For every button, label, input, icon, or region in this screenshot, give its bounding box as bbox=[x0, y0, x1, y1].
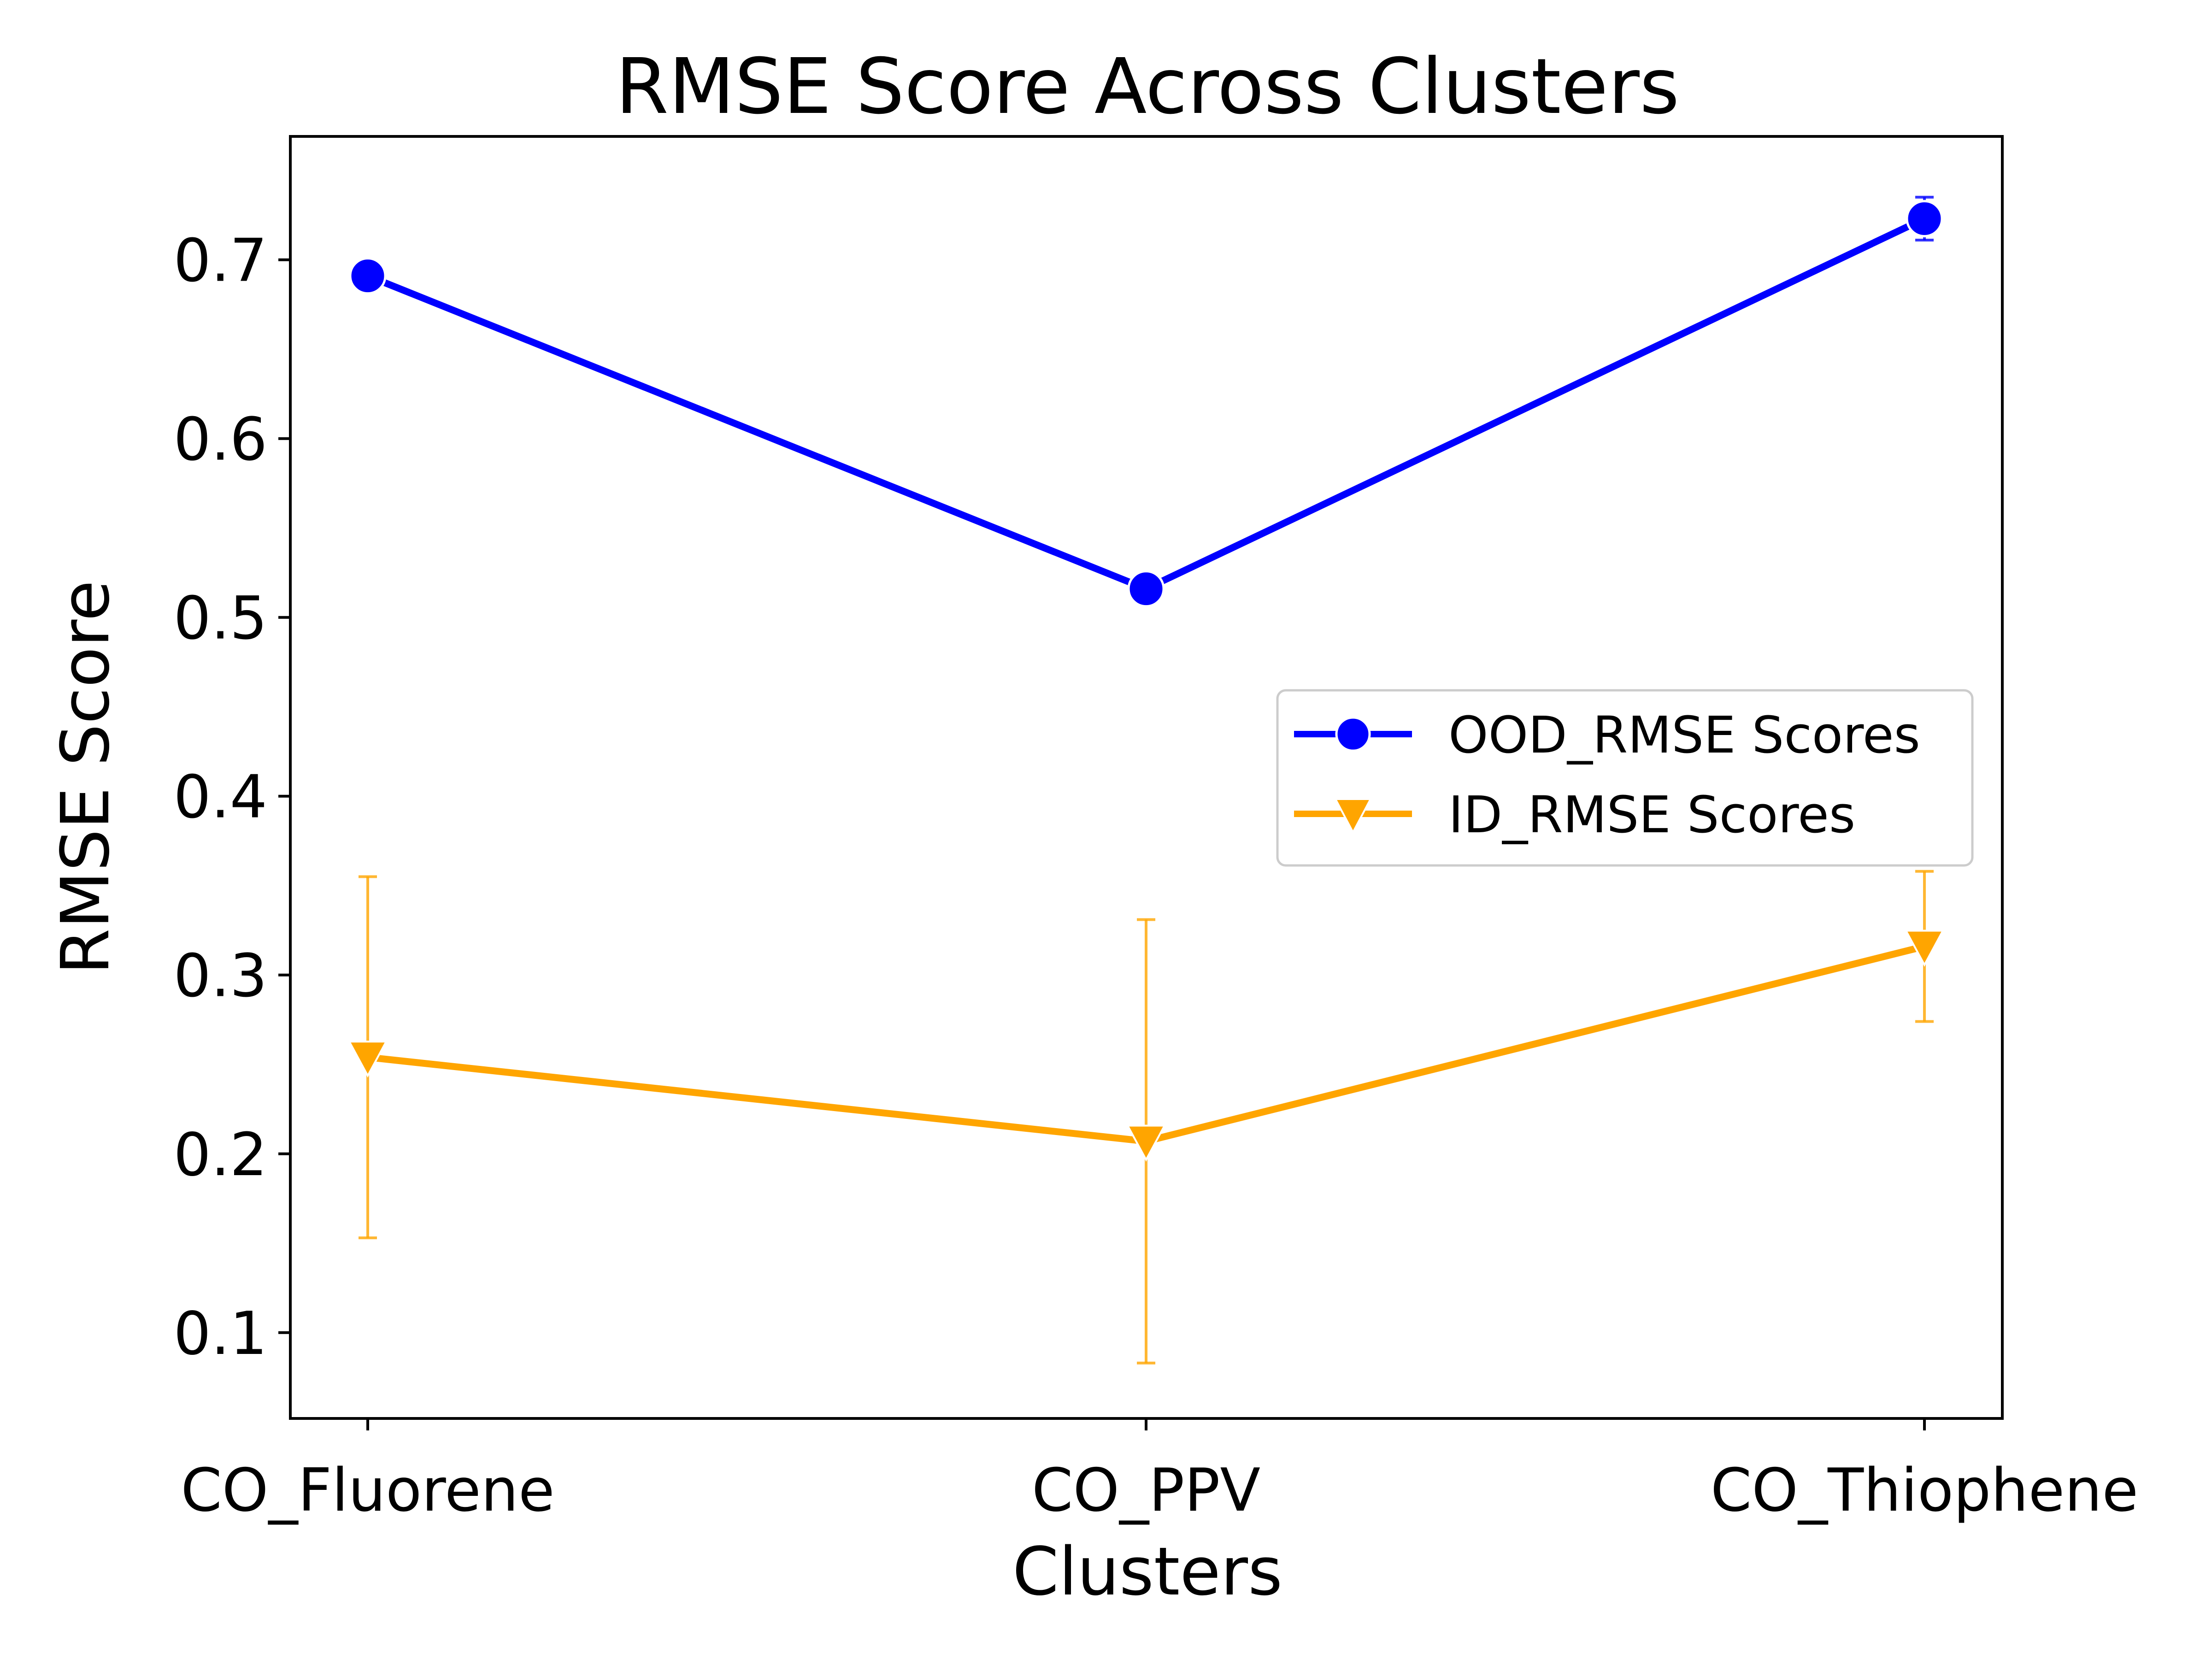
data-point bbox=[347, 1041, 388, 1078]
legend: OOD_RMSE Scores ID_RMSE Scores bbox=[1276, 689, 1974, 867]
legend-ood-label: OOD_RMSE Scores bbox=[1448, 706, 1920, 765]
y-axis-ticks: 0.1 0.2 0.3 0.4 0.5 0.6 0.7 bbox=[173, 227, 290, 1368]
legend-id-label: ID_RMSE Scores bbox=[1448, 785, 1855, 844]
series-ood bbox=[349, 195, 1943, 608]
y-tick-label: 0.5 bbox=[173, 584, 267, 653]
y-tick-label: 0.7 bbox=[173, 227, 267, 295]
data-point bbox=[1904, 930, 1945, 967]
legend-entry-ood: OOD_RMSE Scores bbox=[1294, 706, 1920, 765]
legend-box bbox=[1276, 689, 1974, 867]
series-id bbox=[347, 870, 1945, 1365]
y-tick-label: 0.4 bbox=[173, 763, 267, 832]
chart-title: RMSE Score Across Clusters bbox=[616, 42, 1680, 131]
data-point bbox=[1126, 1124, 1166, 1162]
legend-ood-marker bbox=[1335, 716, 1371, 752]
x-tick-label: CO_Fluorene bbox=[181, 1456, 554, 1525]
y-tick-label: 0.3 bbox=[173, 942, 267, 1011]
data-point bbox=[1127, 570, 1165, 608]
y-tick-label: 0.2 bbox=[173, 1121, 267, 1189]
legend-id-marker bbox=[1334, 798, 1372, 835]
data-point bbox=[349, 257, 387, 295]
x-tick-label: CO_Thiophene bbox=[1711, 1456, 2138, 1525]
plot-area bbox=[347, 195, 1945, 1365]
y-axis-label: RMSE Score bbox=[47, 580, 124, 975]
plot-frame bbox=[289, 135, 2004, 1420]
legend-entry-id: ID_RMSE Scores bbox=[1294, 785, 1855, 844]
x-axis-label: Clusters bbox=[1012, 1533, 1282, 1610]
data-point bbox=[1906, 200, 1943, 237]
x-axis-ticks: CO_Fluorene CO_PPV CO_Thiophene bbox=[181, 1418, 2138, 1525]
y-tick-label: 0.1 bbox=[173, 1300, 267, 1368]
x-tick-label: CO_PPV bbox=[1032, 1456, 1260, 1525]
y-tick-label: 0.6 bbox=[173, 406, 267, 474]
